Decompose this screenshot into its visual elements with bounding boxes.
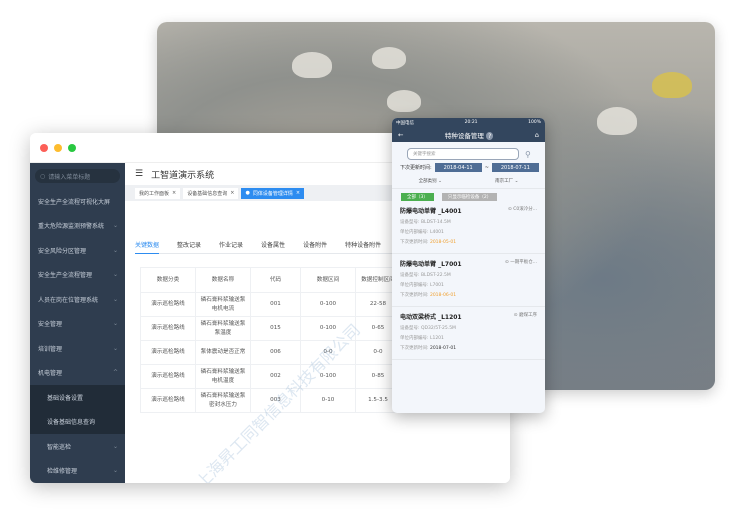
table-cell: 015	[250, 316, 301, 341]
chevron-icon: ^	[112, 369, 118, 377]
chevron-icon: ⌄	[112, 271, 118, 279]
table-cell: 0-0	[300, 340, 356, 365]
overdue-chip[interactable]: 只显示临检设备（2）	[441, 193, 498, 201]
table-cell: 0-100	[300, 364, 356, 389]
app-title: 工智道演示系统	[151, 170, 215, 181]
all-chip[interactable]: 全部（3）	[401, 193, 434, 201]
table-cell: 磷石膏料浆输送泵电机电流	[195, 292, 251, 317]
detail-tab[interactable]: 关键数据	[135, 240, 160, 254]
open-tab[interactable]: 我的工作面板 ×	[135, 187, 181, 199]
minimize-window-button[interactable]	[54, 143, 62, 152]
search-icon: ○	[40, 172, 46, 180]
table-cell: 磷石膏料浆输送泵泵温度	[195, 316, 251, 341]
menu-item[interactable]: 检维修管理 ⌄	[47, 467, 118, 476]
menu-search-input[interactable]: ○ 请输入菜单标题	[35, 169, 120, 183]
location-pin-icon: ⊙	[504, 260, 509, 265]
table-cell: 0-10	[300, 388, 356, 413]
page-title: 特种设备管理	[444, 131, 484, 140]
maximize-window-button[interactable]	[68, 143, 76, 152]
factory-filter[interactable]: 南京工厂 ⌄	[495, 179, 519, 184]
detail-tab[interactable]: 整改记录	[177, 242, 202, 249]
table-cell: 演示巡检路线	[140, 292, 196, 317]
table-row: 演示巡检路线 磷石膏料浆输送泵电机电流 001 0-100 22-58	[140, 292, 401, 317]
open-tab[interactable]: ● 同体设备管理详情 ×	[241, 187, 305, 199]
column-header: 数据分类	[140, 267, 196, 293]
table-row: 演示巡检路线 磷石膏料浆输送泵密封水压力 003 0-10 1.5-3.5	[140, 388, 401, 413]
table-cell: 泵体震动是否正常	[195, 340, 251, 365]
table-cell: 0-100	[300, 292, 356, 317]
detail-tab[interactable]: 设备附件	[303, 242, 328, 249]
location-pin-icon: ⊙	[513, 313, 518, 318]
location-pin-icon: ⊙	[507, 207, 512, 212]
column-header: 数据区间	[300, 267, 356, 293]
open-tab[interactable]: 设备基础信息查询 ×	[183, 187, 239, 199]
column-header: 数据名称	[195, 267, 251, 293]
chevron-down-icon: ⌄	[112, 442, 118, 450]
submenu-item[interactable]: 基础设备设置	[30, 385, 125, 410]
menu-item[interactable]: 培训管理 ⌄	[38, 344, 118, 353]
table-cell: 001	[250, 292, 301, 317]
table-cell: 0-100	[300, 316, 356, 341]
menu-item[interactable]: 智能巡检 ⌄	[47, 442, 118, 451]
close-tab-icon[interactable]: ×	[230, 190, 235, 196]
chevron-icon: ⌄	[112, 222, 118, 230]
menu-item[interactable]: 安全风险分区管理 ⌄	[38, 246, 118, 255]
keyword-search-input[interactable]: 关键字搜索	[407, 148, 519, 160]
table-row: 演示巡检路线 磷石膏料浆输送泵泵温度 015 0-100 0-65	[140, 316, 401, 341]
equipment-list-item[interactable]: 防爆电动单臂 _L4001 ⊙ C0滚冷分... 设备型号: BLDST-14.5…	[392, 201, 545, 254]
home-icon[interactable]: ⌂	[534, 130, 539, 139]
table-cell: 006	[250, 340, 301, 365]
table-row: 演示巡检路线 磷石膏料浆输送泵电机温度 002 0-100 0-85	[140, 364, 401, 389]
chevron-icon: ⌄	[112, 320, 118, 328]
date-from[interactable]: 2018-04-11	[434, 163, 482, 172]
category-filter[interactable]: 全部类别 ⌄	[418, 179, 442, 184]
hamburger-menu-icon[interactable]: ☰	[135, 169, 144, 179]
table-cell: 003	[250, 388, 301, 413]
table-cell: 002	[250, 364, 301, 389]
detail-tab[interactable]: 设备属性	[261, 242, 286, 249]
detail-tab[interactable]: 特种设备附件	[345, 242, 382, 249]
column-header: 代码	[250, 267, 301, 293]
table-row: 演示巡检路线 泵体震动是否正常 006 0-0 0-0	[140, 340, 401, 365]
help-icon[interactable]: ?	[485, 131, 494, 140]
table-cell: 演示巡检路线	[140, 388, 196, 413]
menu-item[interactable]: 安全生产全流程管理 ⌄	[38, 271, 118, 280]
search-icon[interactable]: ⚲	[525, 149, 531, 159]
submenu-item[interactable]: 设备基础信息查询	[30, 409, 125, 434]
equipment-list-item[interactable]: 防爆电动单臂 _L7001 ⊙ 一期平板仓... 设备型号: BLDST-22.5…	[392, 254, 545, 307]
sidebar: ○ 请输入菜单标题 安全生产全流程可视化大屏 重大危险源监测预警系统 ⌄ 安全风险分区管…	[30, 163, 125, 483]
chevron-down-icon: ⌄	[112, 467, 118, 475]
table-cell: 演示巡检路线	[140, 340, 196, 365]
key-data-table: 数据分类 数据名称 代码 数据区间 数据控制区间 演示巡检路线 磷石膏料浆输送泵电机电流 00…	[140, 267, 401, 413]
detail-tab[interactable]: 作业记录	[219, 242, 244, 249]
chevron-icon: ⌄	[112, 295, 118, 303]
date-to[interactable]: 2018-07-11	[491, 163, 539, 172]
close-tab-icon[interactable]: ×	[295, 190, 301, 196]
nav-bar: ← 特种设备管理 ? ⌂	[392, 127, 545, 142]
table-cell: 磷石膏料浆输送泵密封水压力	[195, 388, 251, 413]
close-tab-icon[interactable]: ×	[172, 190, 177, 196]
table-cell: 磷石膏料浆输送泵电机温度	[195, 364, 251, 389]
menu-item[interactable]: 机电管理 ^	[38, 369, 118, 378]
chevron-icon: ⌄	[112, 344, 118, 352]
mobile-app: 中国电信 20:21 100% ← 特种设备管理 ? ⌂ 关键字搜索 ⚲ 下次更新时…	[392, 118, 545, 413]
back-arrow-icon[interactable]: ←	[398, 130, 404, 139]
table-cell: 演示巡检路线	[140, 316, 196, 341]
menu-item[interactable]: 安全管理 ⌄	[38, 320, 118, 329]
chevron-icon: ⌄	[112, 246, 118, 254]
close-window-button[interactable]	[40, 143, 48, 152]
menu-item[interactable]: 重大危险源监测预警系统 ⌄	[38, 222, 118, 231]
equipment-list-item[interactable]: 电动双梁桥式 _L1201 ⊙ 磨煤工序 设备型号: QD32/5T-25.5M …	[392, 307, 545, 360]
status-bar: 中国电信 20:21 100%	[392, 118, 545, 127]
menu-item[interactable]: 人员在岗在位管理系统 ⌄	[38, 295, 118, 304]
table-cell: 演示巡检路线	[140, 364, 196, 389]
menu-item[interactable]: 安全生产全流程可视化大屏	[38, 198, 111, 206]
detail-tabs: 关键数据 整改记录 作业记录 设备属性 设备附件 特种设备附件	[135, 240, 485, 254]
